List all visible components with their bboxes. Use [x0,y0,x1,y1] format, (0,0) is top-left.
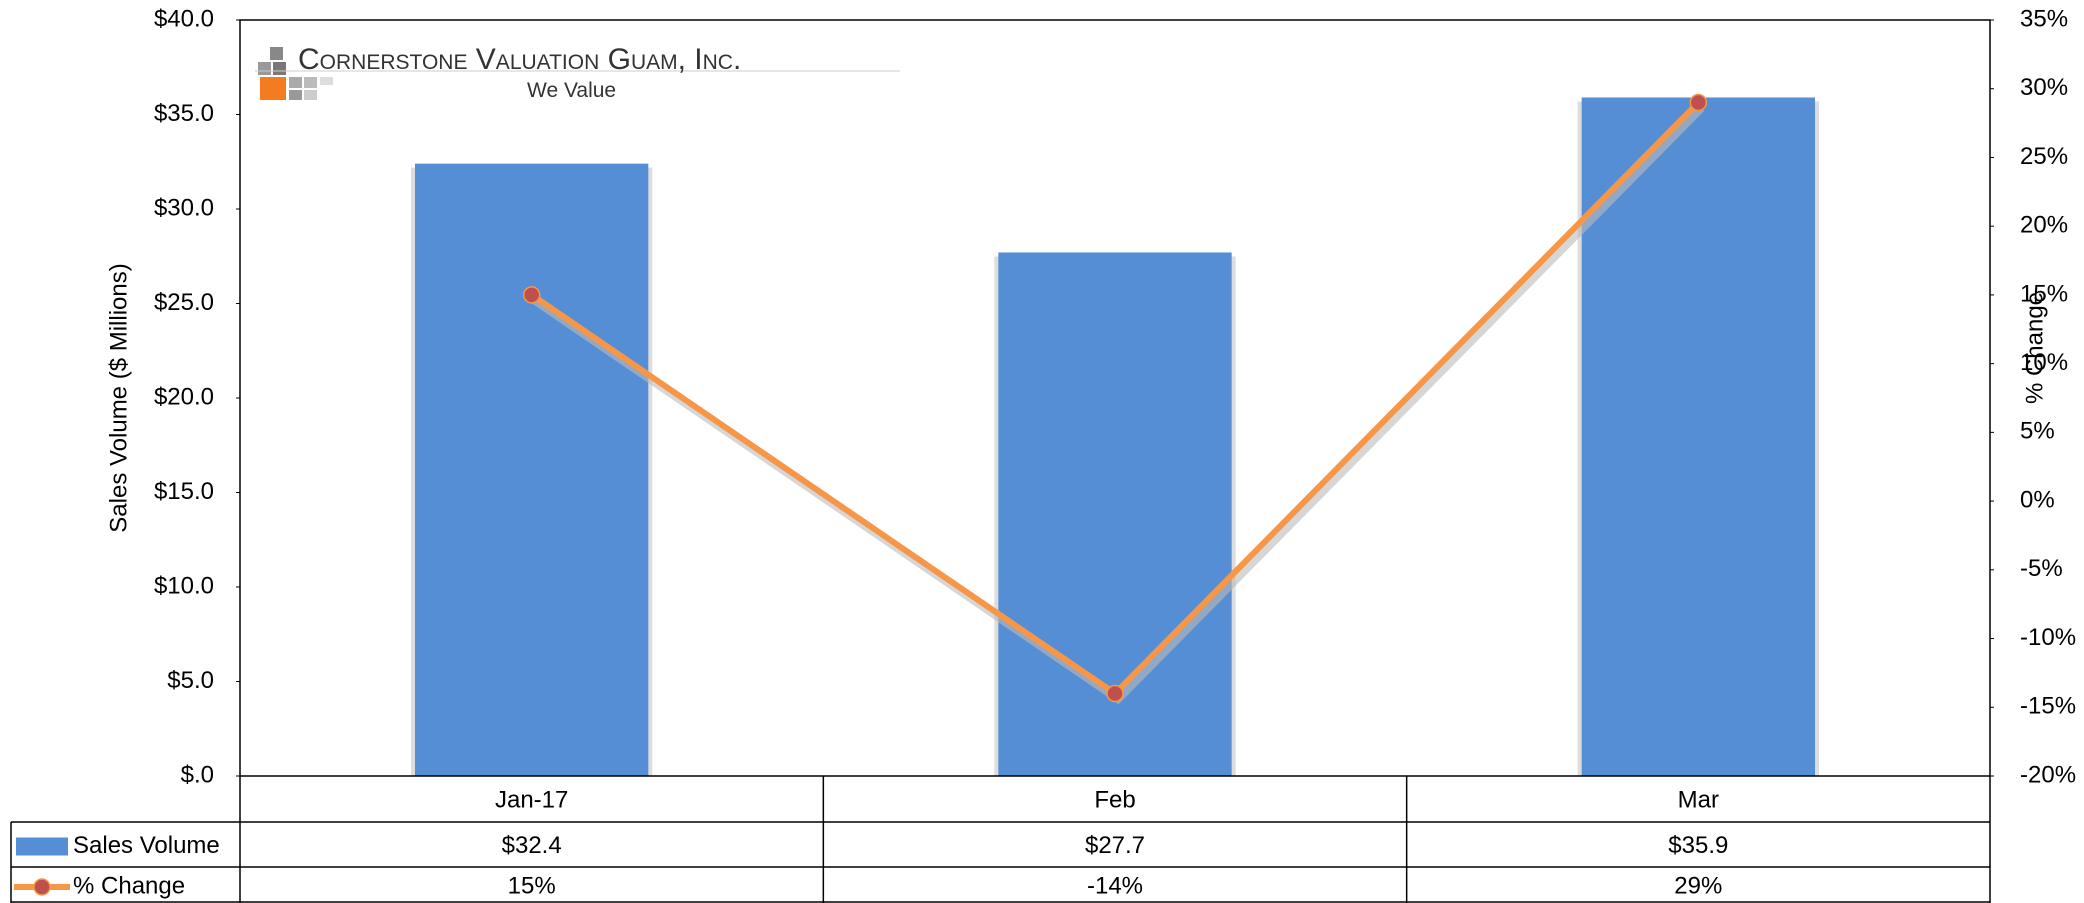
legend-swatch [16,837,68,856]
logo-name: Cornerstone Valuation Guam, Inc. [298,43,741,76]
y2-tick-label: 25% [2020,143,2068,170]
y2-tick-label: -15% [2020,693,2076,720]
logo-tagline: We Value [527,79,616,102]
logo-square [320,77,333,85]
y2-tick-label: -5% [2020,555,2063,582]
y2-tick-label: -20% [2020,761,2076,788]
y2-tick-label: -10% [2020,624,2076,651]
bar [1581,97,1815,777]
legend-label: Sales Volume [73,832,220,859]
table-value: $32.4 [502,832,562,859]
x-tick-label: Mar [1678,786,1719,813]
bar [415,163,649,776]
logo-square [270,47,283,60]
plot-frame [239,19,1991,777]
logo-square [304,77,317,88]
y-tick-label: $35.0 [154,100,214,127]
y-tick-label: $25.0 [154,289,214,316]
y-axis-title: Sales Volume ($ Millions) [105,263,132,532]
legend-marker [33,878,51,896]
table-value: $27.7 [1085,832,1145,859]
y2-tick-label: 10% [2020,349,2068,376]
y-tick-label: $.0 [181,761,214,788]
logo-square [258,62,271,75]
y-tick-label: $40.0 [154,5,214,32]
logo: Cornerstone Valuation Guam, Inc. We Valu… [255,43,900,102]
y2-tick-label: 15% [2020,280,2068,307]
logo-square [289,77,302,88]
y-tick-label: $5.0 [167,667,214,694]
logo-square [289,90,302,100]
line-marker [522,286,541,304]
line-marker [1106,684,1124,703]
y2-tick-label: 20% [2020,212,2068,239]
y2-tick-label: 5% [2020,418,2055,445]
line-marker [1689,93,1708,112]
logo-square [304,90,317,100]
y2-tick-label: 30% [2020,74,2068,101]
y-tick-label: $10.0 [154,572,214,599]
y2-axis-title: % Change [2021,292,2048,404]
legend-label: % Change [73,872,185,899]
y-tick-label: $30.0 [154,194,214,221]
y-tick-label: $20.0 [154,383,214,410]
y2-tick-label: 0% [2020,486,2055,513]
y2-tick-label: 35% [2020,5,2068,32]
y-tick-label: $15.0 [154,478,214,505]
x-tick-label: Jan-17 [495,786,568,813]
x-tick-label: Feb [1094,786,1135,813]
logo-square [260,77,286,100]
table-value: $35.9 [1668,832,1728,859]
table-value: 15% [508,872,556,899]
table-value: -14% [1087,872,1143,899]
logo-square [273,62,286,75]
table-value: 29% [1674,872,1722,899]
